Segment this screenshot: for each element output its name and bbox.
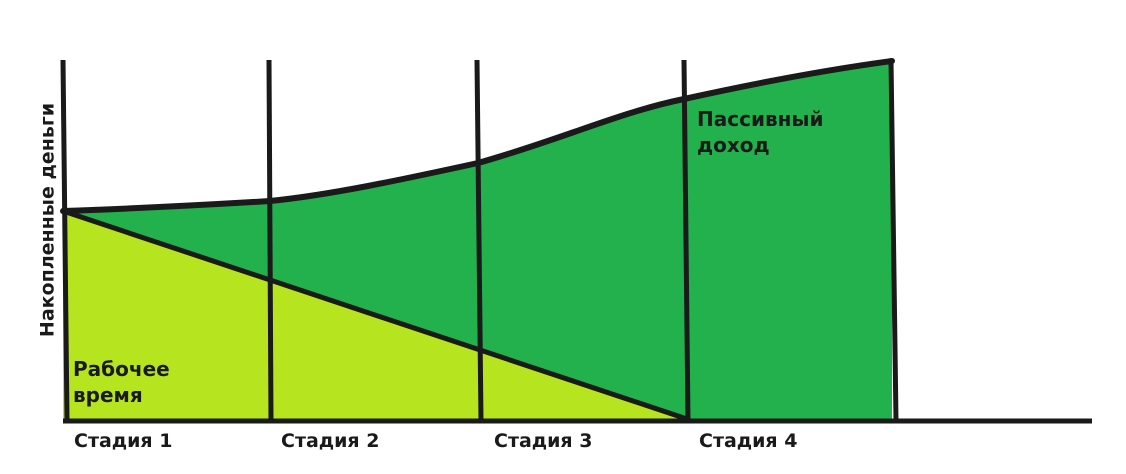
passive-income-label-line2: доход bbox=[697, 133, 770, 157]
work-time-label-line2: время bbox=[73, 383, 143, 407]
passive-income-label-line1: Пассивный bbox=[697, 107, 824, 131]
stage-label-3: Стадия 3 bbox=[494, 430, 592, 452]
stage-divider-4 bbox=[888, 59, 899, 422]
y-axis-label: Накопленные деньги bbox=[37, 103, 59, 337]
work-time-label-line1: Рабочее bbox=[73, 357, 170, 381]
stage-label-1: Стадия 1 bbox=[74, 430, 172, 452]
stage-label-2: Стадия 2 bbox=[281, 430, 379, 452]
stage-divider-2 bbox=[474, 59, 484, 422]
y-axis-line bbox=[60, 59, 70, 422]
stage-divider-3 bbox=[681, 59, 691, 422]
stage-label-4: Стадия 4 bbox=[699, 430, 797, 452]
work-time-line bbox=[60, 208, 690, 422]
stage-divider-1 bbox=[266, 59, 274, 422]
